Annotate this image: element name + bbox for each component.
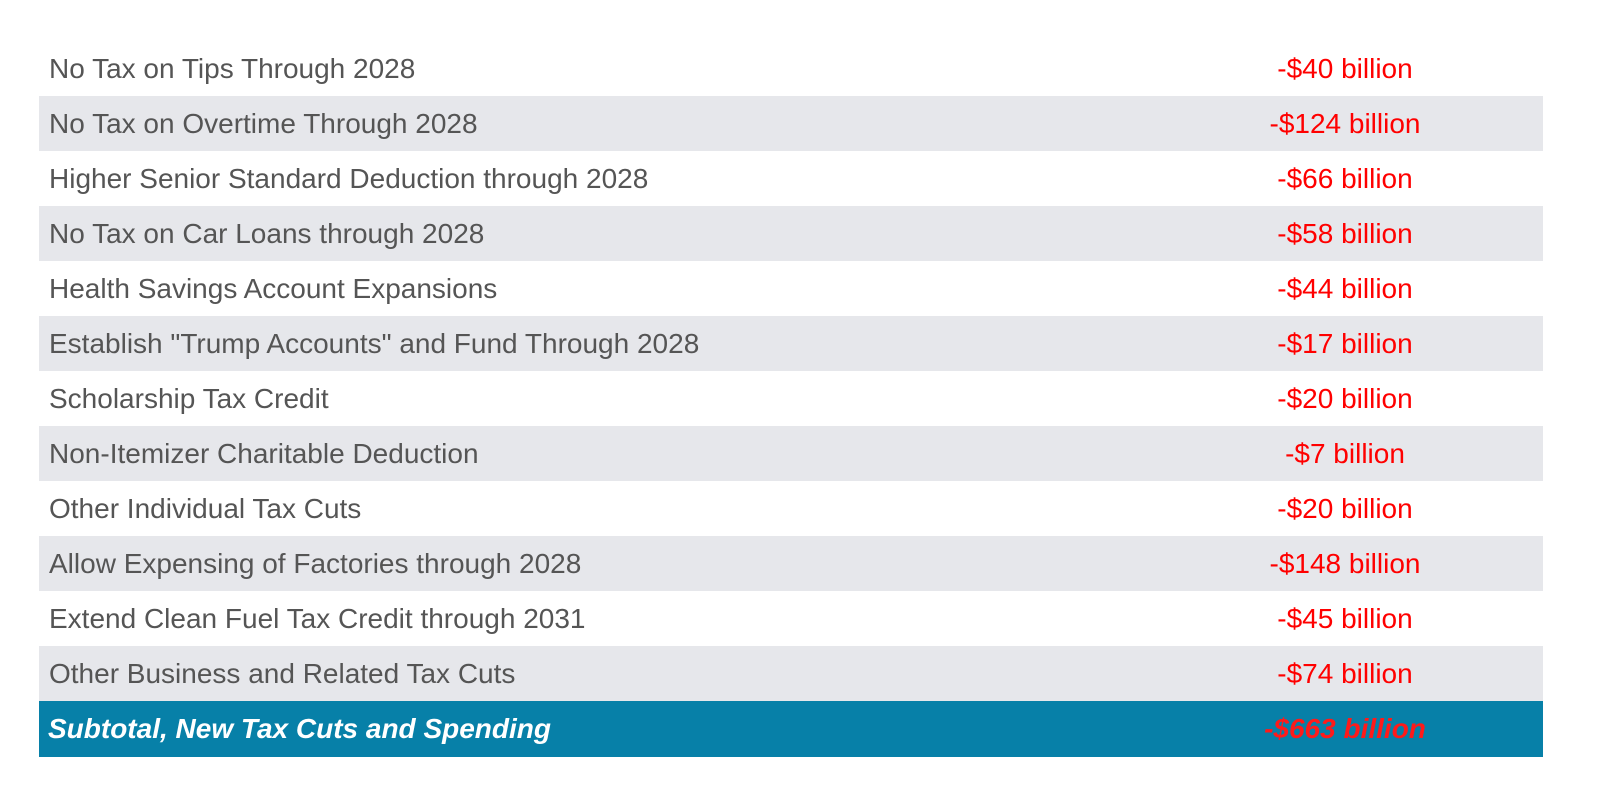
row-label: Allow Expensing of Factories through 202… (49, 547, 582, 579)
table-row: Scholarship Tax Credit -$20 billion (39, 371, 1543, 426)
subtotal-value: -$663 billion (1264, 713, 1426, 744)
row-label: Extend Clean Fuel Tax Credit through 203… (49, 602, 586, 634)
row-value: -$148 billion (1269, 547, 1421, 579)
table-row: Allow Expensing of Factories through 202… (39, 536, 1543, 591)
table-row: Non-Itemizer Charitable Deduction -$7 bi… (39, 426, 1543, 481)
row-label: Non-Itemizer Charitable Deduction (49, 437, 479, 469)
table-row: Establish "Trump Accounts" and Fund Thro… (39, 316, 1543, 371)
row-label: No Tax on Tips Through 2028 (49, 52, 416, 84)
row-value: -$20 billion (1277, 382, 1413, 414)
table-row: No Tax on Tips Through 2028 -$40 billion (39, 41, 1543, 96)
row-value: -$40 billion (1277, 52, 1413, 84)
row-value: -$124 billion (1269, 107, 1421, 139)
row-label: No Tax on Overtime Through 2028 (49, 107, 478, 139)
tax-cuts-table: No Tax on Tips Through 2028 -$40 billion… (39, 41, 1543, 757)
row-label: No Tax on Car Loans through 2028 (49, 217, 485, 249)
table-row: No Tax on Overtime Through 2028 -$124 bi… (39, 96, 1543, 151)
row-value: -$17 billion (1277, 327, 1413, 359)
table-row: Higher Senior Standard Deduction through… (39, 151, 1543, 206)
row-value: -$45 billion (1277, 602, 1413, 634)
table-row: Other Individual Tax Cuts -$20 billion (39, 481, 1543, 536)
row-value: -$74 billion (1277, 657, 1413, 689)
row-value: -$7 billion (1285, 437, 1405, 469)
row-label: Establish "Trump Accounts" and Fund Thro… (49, 327, 700, 359)
row-label: Other Business and Related Tax Cuts (49, 657, 516, 689)
table-row: Extend Clean Fuel Tax Credit through 203… (39, 591, 1543, 646)
row-value: -$20 billion (1277, 492, 1413, 524)
row-label: Scholarship Tax Credit (49, 382, 329, 414)
row-value: -$58 billion (1277, 217, 1413, 249)
table-row: Health Savings Account Expansions -$44 b… (39, 261, 1543, 316)
subtotal-label: Subtotal, New Tax Cuts and Spending (48, 713, 551, 744)
table-row: No Tax on Car Loans through 2028 -$58 bi… (39, 206, 1543, 261)
row-label: Health Savings Account Expansions (49, 272, 498, 304)
row-label: Other Individual Tax Cuts (49, 492, 362, 524)
subtotal-row: Subtotal, New Tax Cuts and Spending -$66… (39, 701, 1543, 757)
table-row: Other Business and Related Tax Cuts -$74… (39, 646, 1543, 701)
row-value: -$66 billion (1277, 162, 1413, 194)
row-value: -$44 billion (1277, 272, 1413, 304)
row-label: Higher Senior Standard Deduction through… (49, 162, 649, 194)
